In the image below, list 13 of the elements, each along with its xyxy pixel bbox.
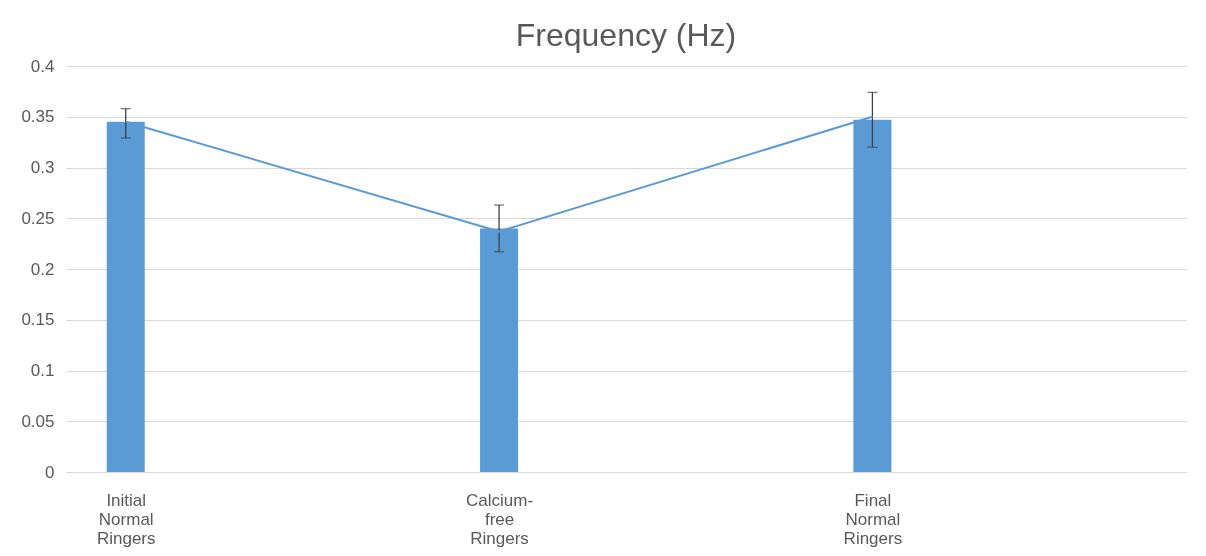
x-tick-label: Calcium-free Ringers	[466, 490, 534, 548]
y-tick-label: 0.3	[30, 158, 55, 177]
y-tick-label: 0.1	[30, 361, 55, 380]
y-tick-label: 0.4	[30, 56, 55, 76]
x-tick-label: Initial Normal Ringers	[96, 490, 156, 548]
y-tick-label: 0	[45, 462, 55, 482]
y-tick-label: 0.2	[30, 259, 55, 279]
y-tick-label: 0.15	[21, 310, 55, 330]
x-tick-label: Final Normal Ringers	[843, 490, 903, 548]
chart-title: Frequency (Hz)	[515, 17, 737, 53]
y-tick-label: 0.25	[21, 208, 55, 228]
y-tick-label: 0.05	[21, 411, 55, 431]
y-tick-label: 0.35	[21, 107, 55, 127]
